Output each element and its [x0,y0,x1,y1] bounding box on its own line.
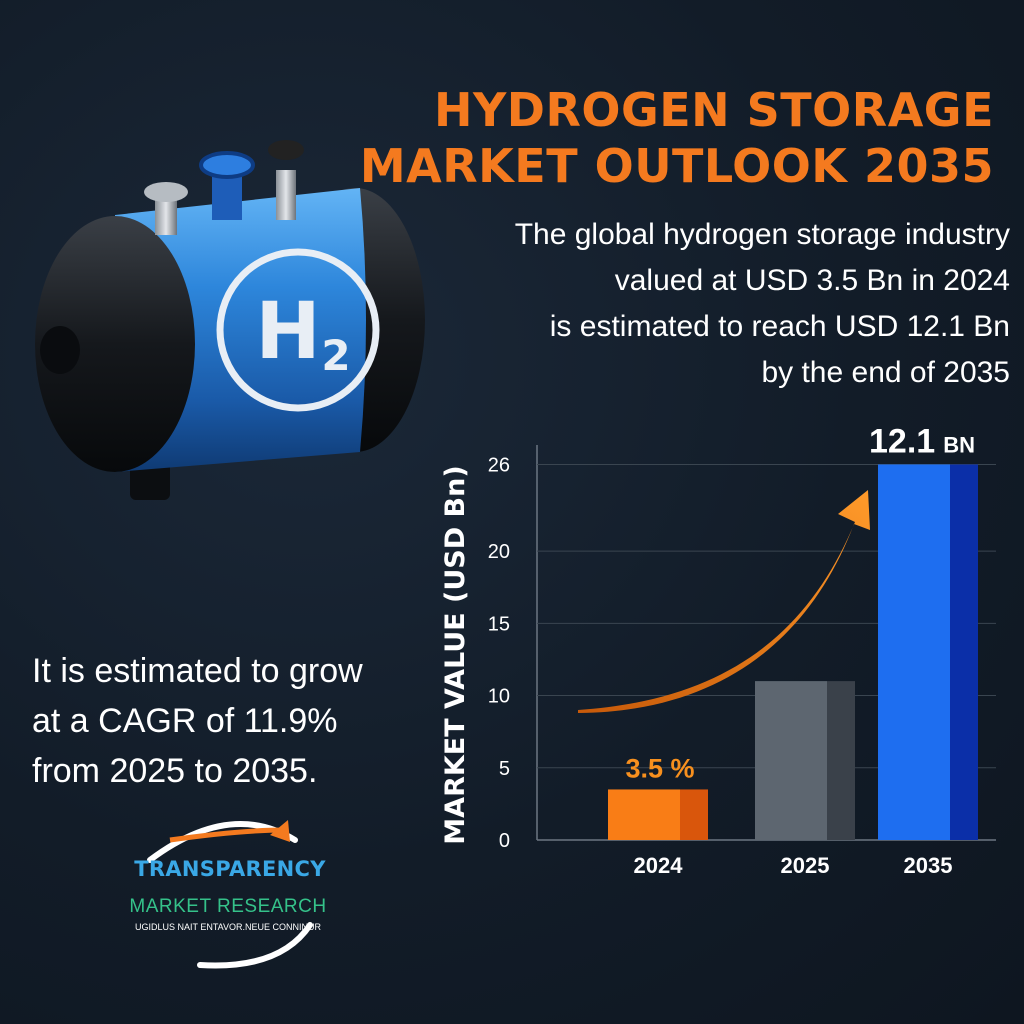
summary-line-3: is estimated to reach USD 12.1 Bn [549,310,1010,343]
growth-arrow [578,490,870,713]
cagr-line-2: at a CAGR of 11.9% [32,702,338,740]
hydrogen-tank-illustration: H 2 [35,140,425,500]
logo-wordmark: TRANSPARENCY [134,857,326,881]
h2-badge-ring [216,248,380,412]
logo-tagline: UGIDLUS NAIT ENTAVOR.NEUE CONNINUR [134,922,322,932]
title-line-2: MARKET OUTLOOK 2035 [359,139,994,193]
logo-subtitle: MARKET RESEARCH [129,896,327,917]
market-summary: The global hydrogen storage industry val… [370,212,1010,396]
h2-label-sub: 2 [321,331,350,380]
valve-stem-right [276,170,296,220]
tank-cap-left [35,216,195,472]
y-tick-label: 15 [488,613,510,635]
bar-2024 [608,789,680,840]
valve-stem-center [212,175,242,220]
title-line-1: HYDROGEN STORAGE [433,83,994,137]
market-value-bar-chart: 0 5 10 15 20 26 MARKET VALUE (USD Bn) 2024 2025 2… [440,422,996,878]
summary-line-4: by the end of 2035 [761,356,1010,389]
valve-knob-right [268,140,304,160]
x-tick-label: 2024 [634,853,684,878]
summary-line-1: The global hydrogen storage industry [514,218,1010,251]
bar-2025-side [827,681,855,840]
cagr-line-1: It is estimated to grow [32,652,363,690]
annotation-2035-value: 12.1 BN [869,422,975,460]
y-tick-label: 10 [488,686,510,708]
cagr-text: It is estimated to grow at a CAGR of 11.… [32,646,452,796]
bar-2035-side [950,464,978,840]
logo-arc-orange [169,827,286,843]
logo-swoosh [147,820,313,969]
y-tick-label: 20 [488,541,510,563]
bar-2024-side [680,789,708,840]
valve-knob-left [144,182,188,202]
y-tick-label: 0 [499,830,510,852]
valve-stem-left [155,195,177,235]
x-tick-label: 2035 [904,853,953,878]
summary-line-2: valued at USD 3.5 Bn in 2024 [614,264,1010,297]
cagr-line-3: from 2025 to 2035. [32,752,318,790]
h2-label-main: H [255,287,320,377]
x-tick-label: 2025 [781,853,830,878]
y-tick-label: 26 [488,454,510,476]
valve-knob-center [199,151,255,179]
bar-2025 [755,681,827,840]
annotation-2024-percent: 3.5 % [625,753,694,783]
logo-arc-bottom [197,922,313,969]
page-title: HYDROGEN STORAGE MARKET OUTLOOK 2035 [354,82,994,194]
y-axis-label: MARKET VALUE (USD Bn) [440,465,471,844]
tank-nozzle [40,326,80,374]
y-tick-label: 5 [499,758,510,780]
bar-2035 [878,464,950,840]
